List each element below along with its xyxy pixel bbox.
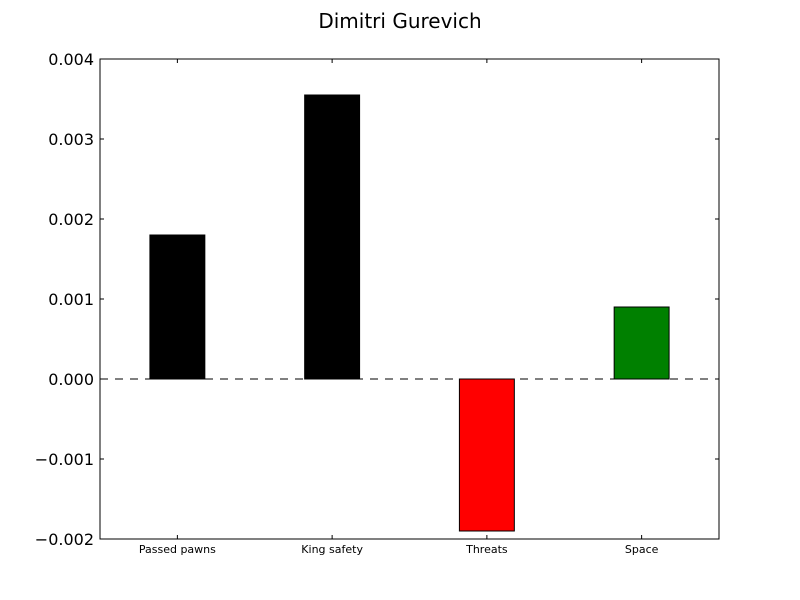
plot-area: −0.002 −0.001 0.000 0.001 0.002 0.003 0.004 Pas… — [35, 50, 720, 556]
x-tick-label: King safety — [301, 543, 363, 556]
y-tick-label: 0.003 — [48, 130, 94, 149]
bar-passed-pawns — [149, 234, 206, 380]
x-tick-label: Threats — [465, 543, 508, 556]
y-tick-label: 0.002 — [48, 210, 94, 229]
bar-space — [613, 306, 670, 380]
chart-title: Dimitri Gurevich — [318, 9, 481, 33]
bar-king-safety — [304, 94, 361, 380]
y-tick-label: −0.002 — [35, 530, 94, 549]
y-tick-label: 0.001 — [48, 290, 94, 309]
x-tick-label: Passed pawns — [139, 543, 216, 556]
y-tick-label: 0.000 — [48, 370, 94, 389]
y-tick-label: −0.001 — [35, 450, 94, 469]
y-tick-label: 0.004 — [48, 50, 94, 69]
x-tick-label: Space — [625, 543, 659, 556]
bar-threats — [458, 378, 515, 532]
